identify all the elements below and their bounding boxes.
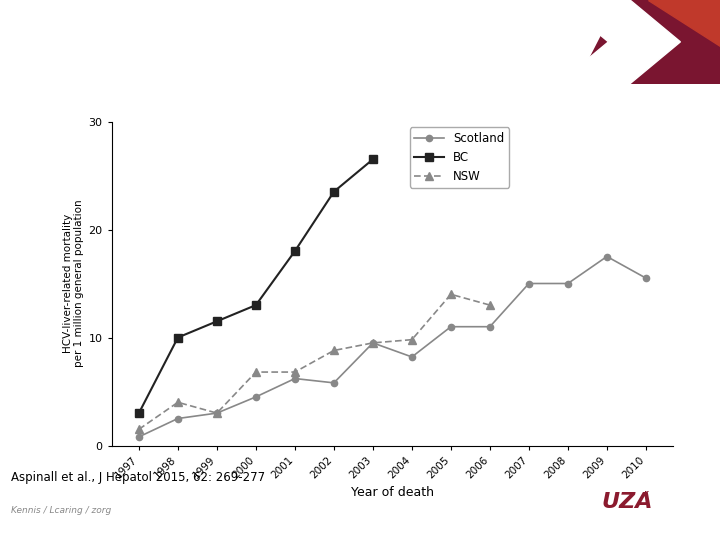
Scotland [408, 354, 416, 360]
NSW [174, 399, 182, 406]
BC [174, 334, 182, 341]
Text: South Wales (Australië) en British Columbia (Canada): South Wales (Australië) en British Colum… [11, 51, 536, 69]
NSW [135, 426, 143, 433]
Scotland [291, 375, 300, 382]
NSW [408, 336, 416, 343]
BC [251, 302, 260, 308]
Scotland [251, 394, 260, 400]
Legend: Scotland, BC, NSW: Scotland, BC, NSW [410, 127, 509, 188]
Scotland [174, 415, 182, 422]
Scotland [369, 340, 377, 346]
Polygon shape [648, 0, 720, 46]
NSW [212, 410, 221, 416]
Scotland [330, 380, 338, 386]
NSW [369, 340, 377, 346]
Scotland [446, 323, 455, 330]
Line: Scotland: Scotland [136, 253, 649, 440]
Scotland [564, 280, 572, 287]
Line: BC: BC [135, 155, 377, 417]
Text: UZA: UZA [601, 492, 653, 512]
Text: Trends HCV gerelateerde mortaliteit in Schotland, New: Trends HCV gerelateerde mortaliteit in S… [11, 15, 551, 32]
BC [369, 156, 377, 163]
NSW [485, 302, 494, 308]
Text: Aspinall et al., J Hepatol 2015, 62: 269-277: Aspinall et al., J Hepatol 2015, 62: 269… [11, 471, 265, 484]
Line: NSW: NSW [135, 291, 494, 433]
Scotland [135, 434, 143, 440]
BC [212, 318, 221, 325]
Y-axis label: HCV-liver-related mortality
per 1 million general population: HCV-liver-related mortality per 1 millio… [63, 200, 84, 367]
Scotland [485, 323, 494, 330]
Text: r: r [644, 489, 649, 499]
Scotland [603, 253, 611, 260]
X-axis label: Year of death: Year of death [351, 486, 434, 499]
Polygon shape [558, 0, 680, 84]
NSW [291, 369, 300, 375]
Scotland [642, 275, 650, 281]
BC [135, 410, 143, 416]
NSW [446, 291, 455, 298]
Scotland [212, 410, 221, 416]
NSW [330, 347, 338, 354]
BC [291, 248, 300, 254]
BC [330, 188, 338, 195]
Text: Kennis / Lcaring / zorg: Kennis / Lcaring / zorg [11, 506, 111, 515]
Scotland [525, 280, 534, 287]
NSW [251, 369, 260, 375]
Polygon shape [576, 0, 720, 84]
